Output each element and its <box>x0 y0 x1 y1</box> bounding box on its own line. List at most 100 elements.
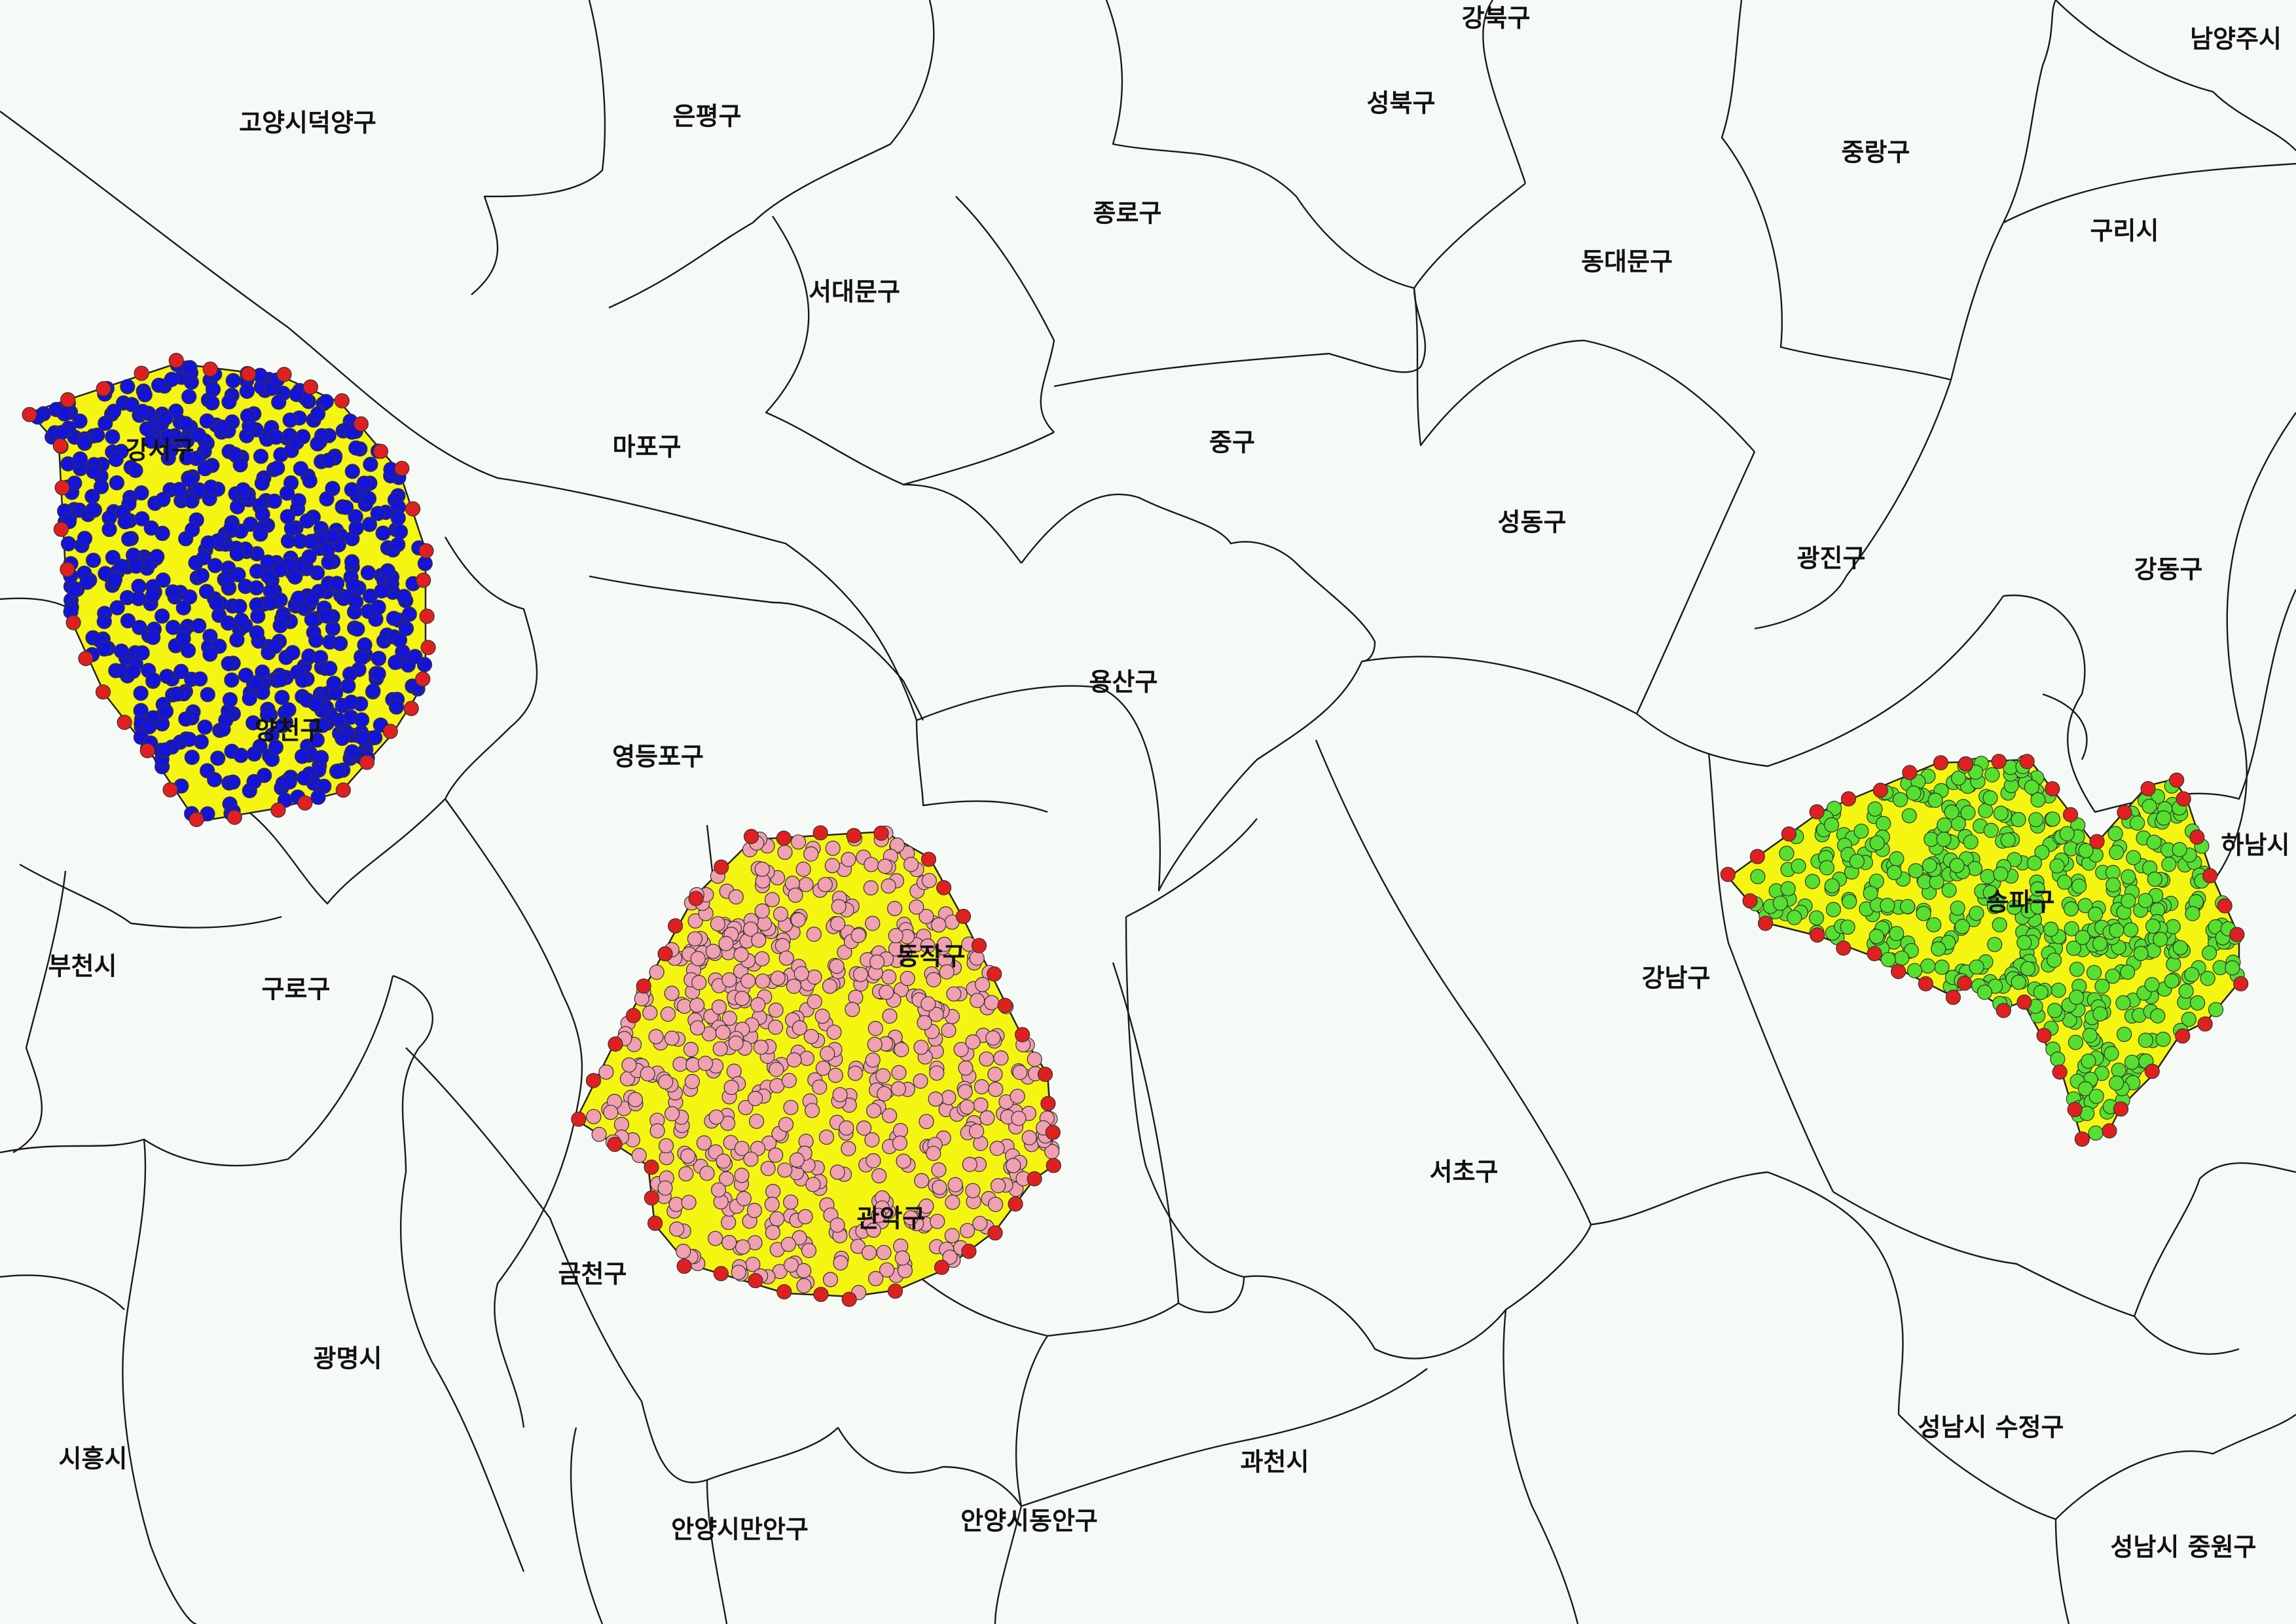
songpa-sample-point <box>2200 970 2215 986</box>
dongjak-sample-point <box>613 1116 630 1132</box>
boundary-line <box>2055 0 2296 151</box>
songpa-sample-point <box>1889 851 1904 867</box>
dongjak-sample-point <box>892 1135 908 1151</box>
dongjak-sample-point <box>947 1177 963 1192</box>
gangseo-sample-point <box>204 395 220 411</box>
gangseo-sample-point <box>60 536 77 551</box>
dongjak-sample-point <box>969 950 985 966</box>
dongjak-sample-point <box>919 1198 934 1214</box>
hull-edge-point <box>2197 1016 2213 1032</box>
songpa-sample-point <box>1920 958 1936 974</box>
hull-edge-point <box>2189 829 2205 845</box>
gangseo-sample-point <box>340 678 356 694</box>
songpa-sample-point <box>1868 929 1884 944</box>
dongjak-sample-point <box>734 1168 750 1183</box>
gangseo-sample-point <box>315 718 331 733</box>
dongjak-sample-point <box>958 1060 974 1076</box>
songpa-sample-point <box>2071 878 2087 894</box>
boundary-line <box>837 1427 1022 1507</box>
boundary-line <box>1105 0 1526 289</box>
songpa-sample-point <box>2007 852 2022 868</box>
hull-edge-point <box>1958 756 1974 772</box>
songpa-sample-point <box>1983 822 1999 838</box>
dongjak-sample-point <box>690 951 706 967</box>
gangseo-sample-point <box>121 531 137 547</box>
hull-edge-point <box>636 978 651 994</box>
songpa-sample-point <box>1954 919 1970 934</box>
dongjak-sample-point <box>861 1245 877 1261</box>
gangseo-sample-point <box>407 648 423 665</box>
gangseo-sample-point <box>192 671 208 687</box>
songpa-sample-point <box>2111 1062 2126 1078</box>
songpa-sample-point <box>1907 963 1923 978</box>
gangseo-sample-point <box>371 599 386 616</box>
district-label: 구로구 <box>262 975 331 1004</box>
songpa-sample-point <box>1908 863 1923 879</box>
gangseo-sample-point <box>135 403 151 419</box>
dongjak-sample-point <box>747 1090 763 1107</box>
hull-edge-point <box>841 1291 857 1307</box>
dongjak-sample-point <box>879 1262 895 1278</box>
gangseo-sample-point <box>246 773 262 790</box>
dongjak-sample-point <box>828 1067 843 1083</box>
dongjak-sample-point <box>930 1213 945 1229</box>
boundary-line <box>1950 0 2057 380</box>
gangseo-sample-point <box>155 608 170 624</box>
hull-edge-point <box>2045 781 2060 797</box>
gangseo-sample-point <box>54 424 70 441</box>
songpa-sample-point <box>2028 812 2044 828</box>
dongjak-sample-point <box>920 938 936 954</box>
boundary-line <box>570 1427 604 1624</box>
dongjak-sample-point <box>959 1099 975 1115</box>
songpa-sample-point <box>2172 841 2187 858</box>
hull-edge-point <box>776 1284 792 1300</box>
songpa-sample-point <box>2144 976 2160 993</box>
hull-edge-point <box>585 1073 602 1088</box>
dongjak-sample-point <box>890 1080 907 1097</box>
dongjak-sample-point <box>736 1190 752 1207</box>
hull-edge-point <box>2176 791 2191 807</box>
dongjak-sample-point <box>783 1257 799 1273</box>
songpa-sample-point <box>1960 805 1976 821</box>
hull-edge-point <box>53 521 69 537</box>
songpa-sample-point <box>1889 925 1904 942</box>
gangseo-sample-point <box>314 750 329 766</box>
gangseo-sample-point <box>175 600 191 616</box>
gangseo-sample-point <box>72 451 88 467</box>
district-label: 안양시만안구 <box>671 1515 809 1544</box>
dongjak-sample-point <box>833 1255 848 1271</box>
songpa-sample-point <box>1922 857 1937 874</box>
hull-edge-point <box>776 830 792 846</box>
gangseo-sample-point <box>338 500 354 515</box>
gangseo-sample-point <box>329 576 345 591</box>
dongjak-sample-point <box>881 969 897 985</box>
dongjak-sample-point <box>603 1105 619 1120</box>
gangseo-sample-point <box>238 667 254 683</box>
dongjak-sample-point <box>972 1215 988 1231</box>
hull-edge-point <box>382 724 398 739</box>
songpa-sample-point <box>1901 808 1917 824</box>
dongjak-sample-point <box>867 1270 884 1287</box>
dongjak-sample-point <box>721 1215 737 1230</box>
songpa-sample-point <box>2033 984 2049 1001</box>
gangseo-sample-point <box>109 475 124 490</box>
boundary-line <box>915 720 1048 813</box>
songpa-sample-point <box>1934 959 1950 975</box>
dongjak-sample-point <box>710 1182 727 1198</box>
gangseo-sample-point <box>120 613 136 629</box>
dongjak-sample-point <box>879 984 894 1000</box>
dongjak-sample-point <box>865 1052 881 1068</box>
dongjak-sample-point <box>936 936 953 952</box>
gangseo-sample-point <box>208 558 223 574</box>
boundary-line <box>706 1479 728 1624</box>
dongjak-sample-point <box>657 1180 673 1196</box>
dongjak-sample-point <box>780 1236 797 1252</box>
dongjak-sample-point <box>942 1249 958 1265</box>
songpa-sample-point <box>2156 810 2172 826</box>
gangseo-sample-point <box>295 429 311 445</box>
songpa-sample-point <box>1944 804 1959 820</box>
gangseo-sample-point <box>249 580 264 596</box>
dongjak-sample-point <box>696 1135 712 1151</box>
dongjak-sample-point <box>807 993 822 1010</box>
gangseo-sample-point <box>137 387 153 403</box>
